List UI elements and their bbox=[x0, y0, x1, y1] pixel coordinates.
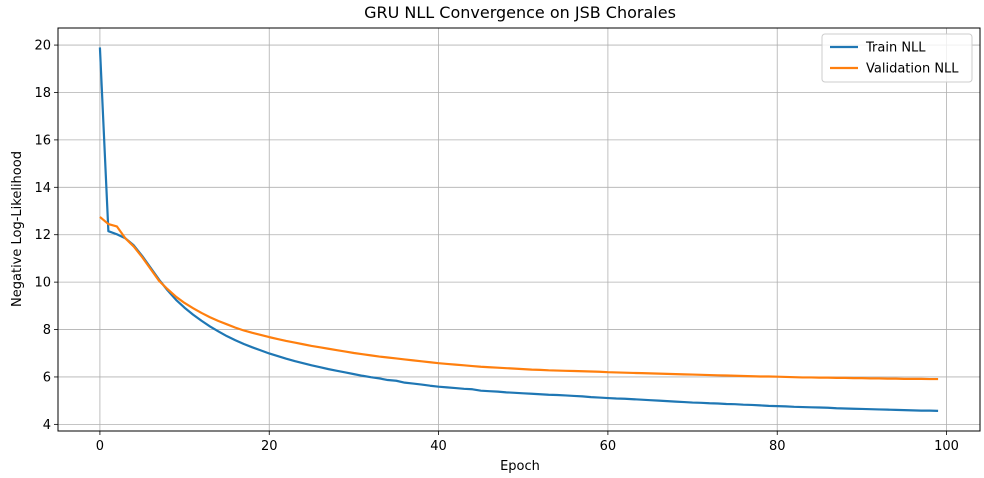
x-tick-label: 40 bbox=[430, 439, 447, 454]
x-tick-label: 0 bbox=[96, 439, 104, 454]
x-axis-label: Epoch bbox=[500, 459, 540, 474]
x-tick-label: 20 bbox=[261, 439, 278, 454]
x-tick-label: 80 bbox=[769, 439, 786, 454]
y-tick-label: 12 bbox=[34, 228, 51, 243]
legend-label: Validation NLL bbox=[866, 62, 959, 77]
legend-box bbox=[821, 33, 973, 83]
y-tick-label: 14 bbox=[34, 181, 51, 196]
x-tick-label: 100 bbox=[934, 439, 959, 454]
series-line-validation-nll bbox=[99, 216, 939, 381]
series-line-train-nll bbox=[98, 47, 939, 412]
legend: Train NLL Validation NLL bbox=[821, 33, 973, 83]
y-tick-label: 16 bbox=[34, 133, 51, 148]
y-tick-label: 10 bbox=[34, 276, 51, 291]
y-tick-label: 20 bbox=[34, 39, 51, 54]
y-tick-label: 4 bbox=[43, 418, 51, 433]
chart-title: GRU NLL Convergence on JSB Chorales bbox=[364, 3, 676, 22]
y-axis-label: Negative Log-Likelihood bbox=[10, 151, 25, 307]
x-tick-label: 60 bbox=[600, 439, 617, 454]
axis-ticks: 0 20 40 60 80 100 4 6 8 10 12 14 16 18 20 bbox=[34, 39, 959, 454]
y-tick-label: 8 bbox=[43, 323, 51, 338]
series-lines bbox=[98, 47, 939, 412]
plot-frame bbox=[57, 27, 981, 432]
grid-lines bbox=[58, 28, 980, 431]
y-tick-label: 18 bbox=[34, 86, 51, 101]
legend-label: Train NLL bbox=[865, 41, 926, 56]
y-tick-label: 6 bbox=[43, 370, 51, 385]
